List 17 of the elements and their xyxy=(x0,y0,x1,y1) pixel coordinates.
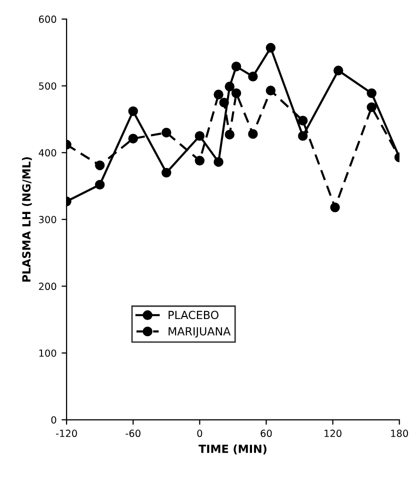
y-tick-label: 500 xyxy=(39,82,56,90)
x-tick-label: 60 xyxy=(260,430,272,438)
x-axis-title: TIME (MIN) xyxy=(198,444,266,454)
y-axis-title: PLASMA LH (NG/ML) xyxy=(22,157,32,282)
y-tick-label: 100 xyxy=(39,349,56,357)
legend-label: MARIJUANA xyxy=(168,327,231,338)
x-tick-label: 120 xyxy=(324,430,342,438)
y-tick-label: 0 xyxy=(51,416,56,424)
legend-label: PLACEBO xyxy=(168,310,218,320)
x-tick-label: -60 xyxy=(126,430,140,438)
x-tick-label: 0 xyxy=(197,430,202,438)
y-tick-label: 600 xyxy=(38,16,56,23)
y-tick-label: 400 xyxy=(38,149,56,156)
y-tick-label: 300 xyxy=(39,216,56,224)
y-tick-label: 200 xyxy=(38,282,56,290)
x-tick-label: 180 xyxy=(391,430,408,438)
x-tick-label: -120 xyxy=(56,430,77,438)
